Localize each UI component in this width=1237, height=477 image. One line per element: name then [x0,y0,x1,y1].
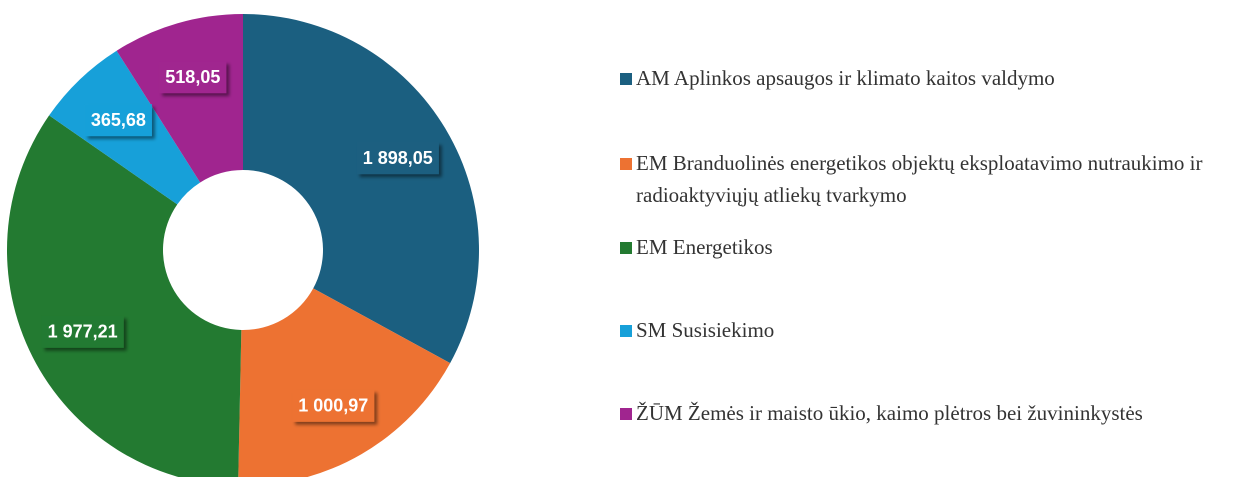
value-label: 1 000,97 [298,395,368,415]
value-label: 1 977,21 [48,322,118,342]
legend-label: AM Aplinkos apsaugos ir klimato kaitos v… [636,66,1055,90]
legend-item: ŽŪM Žemės ir maisto ūkio, kaimo plėtros … [620,397,1220,429]
donut-slice [238,288,451,477]
legend-swatch [620,242,632,254]
legend-swatch [620,325,632,337]
value-label: 365,68 [91,110,146,130]
legend-swatch [620,73,632,85]
legend-label: EM Energetikos [636,235,773,259]
legend-label: ŽŪM Žemės ir maisto ūkio, kaimo plėtros … [636,401,1143,425]
value-label-box [356,142,439,175]
legend-swatch [620,158,632,170]
legend-item: EM Energetikos [620,231,1220,263]
chart: 1 898,05 1 000,97 1 977,21 365,68 518,05 [7,13,479,477]
value-label-box [84,104,152,137]
donut-slice [243,14,479,364]
donut-slice [7,115,242,477]
value-label-box [41,315,124,348]
legend-label: EM Branduolinės energetikos objektų eksp… [636,151,1203,207]
value-label: 1 898,05 [363,148,433,168]
donut-slice [116,13,243,183]
value-label: 518,05 [165,67,220,87]
legend-item: SM Susisiekimo [620,314,1220,346]
legend-item: AM Aplinkos apsaugos ir klimato kaitos v… [620,62,1220,94]
legend-item: EM Branduolinės energetikos objektų eksp… [620,147,1220,211]
legend-label: SM Susisiekimo [636,318,775,342]
legend-swatch [620,408,632,420]
value-label-box [159,61,227,94]
value-label-box [292,389,375,422]
